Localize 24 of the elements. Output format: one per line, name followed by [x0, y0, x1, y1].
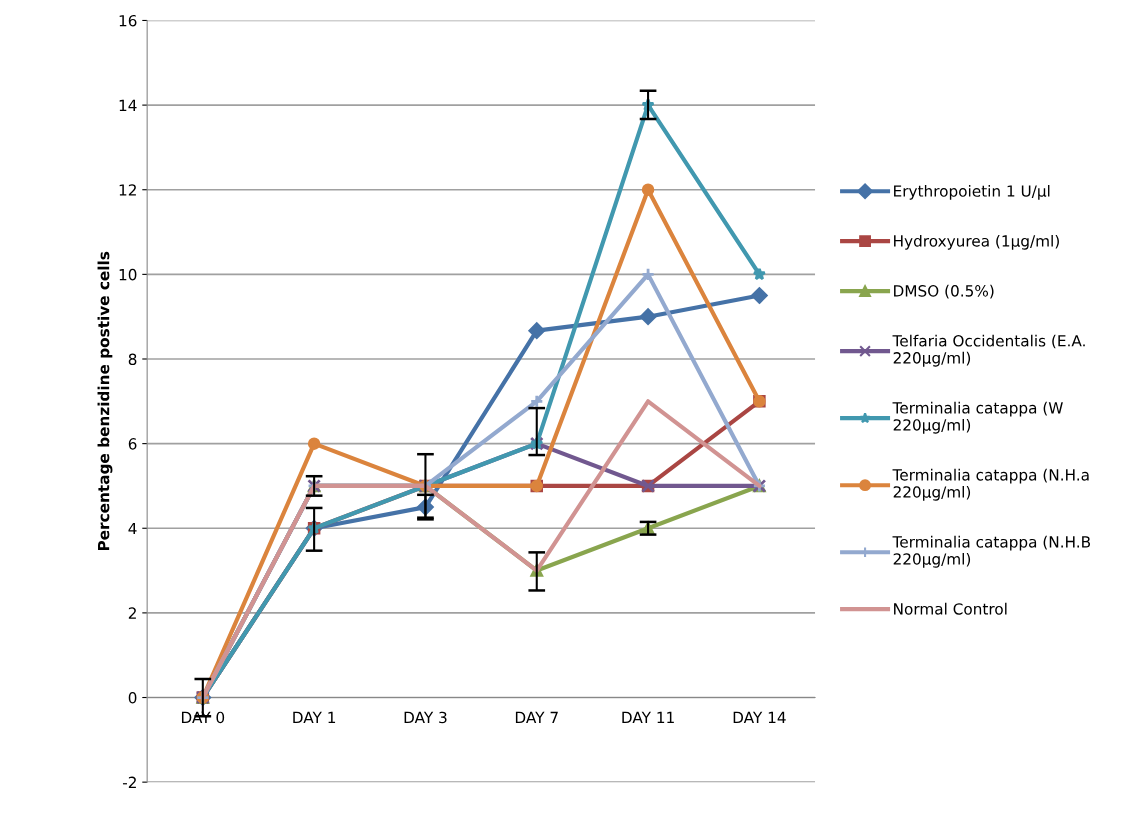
- y-tick-label: 0: [128, 691, 137, 704]
- y-tick-label: 16: [119, 14, 137, 27]
- y-tick-label: -2: [122, 776, 136, 788]
- legend-label: Telfaria Occidentalis (E.A. 220µg/ml): [892, 334, 1085, 367]
- y-tick-label: 6: [128, 438, 137, 450]
- x-tick-label: DAY 3: [404, 711, 447, 724]
- x-tick-label: DAY 11: [622, 711, 674, 724]
- legend-label: Erythropoietin 1 U/µl: [894, 184, 1050, 200]
- y-tick-label: 2: [128, 607, 136, 619]
- y-axis-title: Percentage benzidine postive cells: [97, 251, 113, 551]
- legend-label: Terminalia catappa (N.H.a 220µg/ml): [892, 468, 1089, 501]
- y-tick-label: 12: [119, 184, 136, 196]
- y-tick-label: 10: [119, 268, 137, 281]
- x-tick-label: DAY 7: [515, 711, 558, 724]
- x-tick-label: DAY 14: [733, 711, 786, 724]
- y-tick-label: 4: [128, 522, 137, 535]
- y-tick-label: 8: [128, 353, 137, 366]
- legend-label: Hydroxyurea (1µg/ml): [894, 234, 1059, 250]
- x-tick-label: DAY 1: [293, 711, 336, 724]
- legend-label: Terminalia catappa (N.H.B 220µg/ml): [892, 535, 1091, 568]
- legend-label: DMSO (0.5%): [894, 284, 994, 299]
- legend-label: Terminalia catappa (W 220µg/ml): [892, 401, 1063, 434]
- legend-label: Normal Control: [894, 602, 1007, 615]
- y-tick-label: 14: [119, 99, 137, 111]
